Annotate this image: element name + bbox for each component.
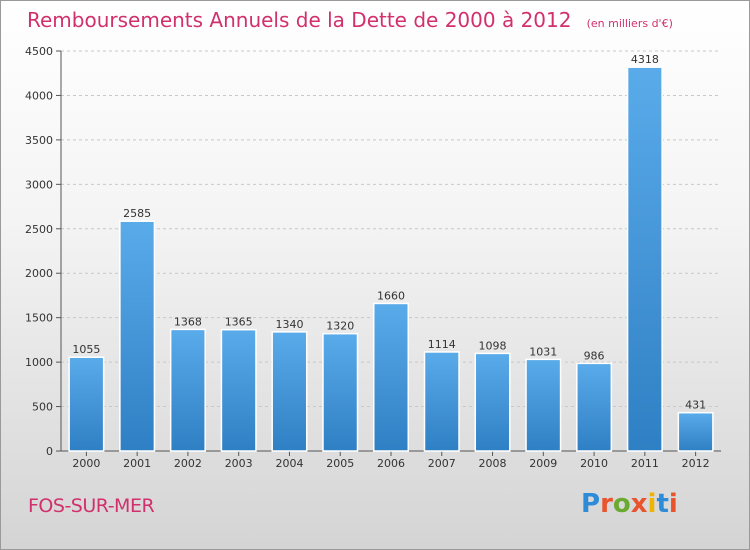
bars-layer [68,66,714,452]
x-tick-label-2005: 2005 [326,457,354,470]
logo-letter: x [630,489,648,519]
value-label-2008: 1098 [479,339,507,352]
value-label-2006: 1660 [377,289,405,302]
y-tick-label: 4500 [25,45,53,58]
value-label-2011: 4318 [631,53,659,66]
y-tick-label: 3500 [25,134,53,147]
chart-unit-label: (en milliers d'€) [586,17,673,30]
y-tick-label: 2000 [25,267,53,280]
value-label-2002: 1368 [174,315,202,328]
bar-2001[interactable] [119,220,156,452]
city-label: FOS-SUR-MER [28,495,155,517]
value-label-2001: 2585 [123,207,151,220]
labels-layer: 2000 1055 2001 2585 2002 1368 2003 1365 2004 1340… [72,53,709,470]
logo-letter: P [581,489,601,519]
logo-letter: o [612,489,631,519]
x-tick-label-2004: 2004 [275,457,303,470]
logo-letter: i [668,489,678,519]
bar-2000[interactable] [68,356,105,452]
y-tick-label: 4000 [25,89,53,102]
proxiti-logo[interactable]: Proxiti [581,489,678,519]
value-label-2005: 1320 [326,320,354,333]
x-tick-label-2012: 2012 [682,457,710,470]
bar-2007[interactable] [423,351,460,452]
x-tick-label-2002: 2002 [174,457,202,470]
y-tick-label: 1000 [25,356,53,369]
value-label-2004: 1340 [275,318,303,331]
bar-2006[interactable] [372,302,410,452]
bar-2005[interactable] [322,332,359,452]
y-tick-label: 1500 [25,312,53,325]
y-tick-label: 2500 [25,223,53,236]
x-tick-label-2003: 2003 [225,457,253,470]
logo-letter: i [647,489,657,519]
y-tick-label: 500 [32,401,53,414]
x-tick-label-2011: 2011 [631,457,659,470]
bar-2002[interactable] [169,328,206,452]
x-tick-label-2006: 2006 [377,457,405,470]
chart-title: Remboursements Annuels de la Dette de 20… [27,8,572,32]
x-tick-label-2001: 2001 [123,457,151,470]
value-label-2003: 1365 [225,316,253,329]
bar-2008[interactable] [474,352,511,452]
value-label-2010: 986 [584,349,605,362]
bar-2003[interactable] [220,328,257,452]
value-label-2009: 1031 [529,345,557,358]
y-tick-label: 3000 [25,178,53,191]
x-tick-label-2008: 2008 [479,457,507,470]
x-tick-label-2000: 2000 [72,457,100,470]
bar-2009[interactable] [525,358,562,452]
bar-2010[interactable] [576,362,613,452]
bar-2012[interactable] [677,411,714,452]
bar-2011[interactable] [626,66,663,452]
bar-2004[interactable] [271,331,308,452]
y-tick-label: 0 [46,445,53,458]
value-label-2007: 1114 [428,338,456,351]
value-label-2000: 1055 [72,343,100,356]
x-tick-label-2007: 2007 [428,457,456,470]
x-tick-label-2010: 2010 [580,457,608,470]
value-label-2012: 431 [685,399,706,412]
logo-letter: t [656,489,669,519]
title-row: Remboursements Annuels de la Dette de 20… [27,8,673,32]
x-tick-label-2009: 2009 [529,457,557,470]
logo-letter: r [600,489,613,519]
